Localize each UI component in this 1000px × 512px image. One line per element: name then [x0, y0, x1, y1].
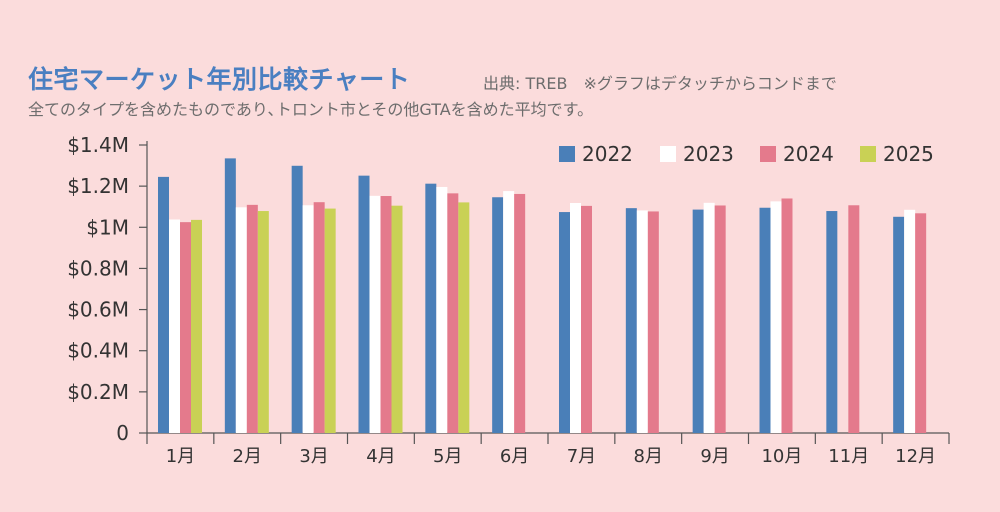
x-tick-label: 6月: [500, 446, 529, 467]
legend-label-2022: 2022: [582, 142, 633, 166]
bar-2022-5: [425, 183, 437, 433]
bar-2024-10: [781, 198, 793, 433]
y-tick-label: $0.8M: [67, 256, 129, 280]
bar-2024-8: [647, 211, 659, 433]
bar-2024-5: [447, 193, 459, 433]
y-tick-label: $0.2M: [67, 380, 129, 404]
y-tick-label: $1.2M: [67, 174, 129, 198]
bar-2024-2: [246, 204, 258, 433]
bar-2023-6: [503, 191, 515, 433]
chart-title: 住宅マーケット年別比較チャート: [28, 65, 411, 94]
bar-2023-3: [302, 205, 314, 433]
x-tick-label: 12月: [895, 446, 936, 467]
legend-label-2025: 2025: [883, 142, 934, 166]
x-tick-label: 4月: [366, 446, 395, 467]
bar-2023-5: [436, 186, 448, 433]
x-tick-label: 3月: [299, 446, 328, 467]
bar-2024-9: [714, 205, 726, 433]
bar-2024-6: [514, 193, 526, 433]
x-tick-label: 5月: [433, 446, 462, 467]
bar-2024-7: [581, 205, 592, 433]
bar-2022-10: [759, 207, 771, 433]
bar-2022-3: [291, 165, 303, 433]
bar-2023-2: [235, 207, 247, 433]
y-axis: 0 $0.2M $0.4M $0.6M $0.8M $1M $1.2M $1.4M: [67, 133, 148, 445]
bar-2025-4: [391, 205, 403, 433]
bar-2022-9: [692, 209, 704, 433]
bar-2024-4: [380, 196, 392, 433]
x-tick-label: 10月: [761, 446, 802, 467]
x-tick-label: 11月: [828, 446, 869, 467]
bar-2024-11: [848, 205, 860, 433]
bar-2024-12: [915, 213, 927, 433]
bar-2022-1: [158, 176, 169, 433]
legend-swatch-2023: [660, 146, 676, 162]
description-note: 全てのタイプを含めたものであり､トロント市とその他GTAを含めた平均です。: [28, 100, 594, 119]
legend-swatch-2022: [559, 146, 575, 162]
bar-2024-3: [313, 202, 325, 433]
x-tick-label: 1月: [166, 446, 195, 467]
y-tick-label: $0.6M: [67, 298, 129, 322]
bar-2023-9: [703, 202, 715, 433]
bar-2025-2: [257, 211, 269, 433]
bar-2023-4: [369, 195, 381, 433]
x-tick-label: 9月: [700, 446, 729, 467]
bar-2022-12: [893, 216, 905, 433]
y-tick-label: $1.4M: [67, 133, 129, 157]
bar-2022-11: [826, 211, 838, 433]
bar-2025-5: [458, 202, 470, 433]
bars: [158, 158, 927, 433]
y-tick-label: $1M: [86, 215, 129, 239]
y-tick-label: $0.4M: [67, 339, 129, 363]
source-note: 出典: TREB ※グラフはデタッチからコンドまで: [483, 74, 837, 93]
bar-2022-4: [358, 175, 370, 433]
legend-label-2023: 2023: [683, 142, 734, 166]
bar-2023-1: [169, 219, 180, 433]
y-tick-label: 0: [116, 421, 129, 445]
bar-2025-3: [324, 208, 336, 433]
bar-2022-6: [492, 197, 504, 433]
bar-2022-7: [559, 212, 570, 433]
bar-2023-7: [570, 203, 581, 433]
bar-2023-8: [636, 210, 648, 433]
legend-swatch-2024: [760, 146, 776, 162]
x-tick-label: 2月: [233, 446, 262, 467]
bar-2025-1: [191, 219, 202, 433]
bar-2024-1: [180, 222, 191, 433]
x-axis: 1月 2月 3月 4月 5月 6月 7月 8月 9月 10月 11月 12月: [146, 432, 950, 467]
x-tick-label: 8月: [634, 446, 663, 467]
bar-2022-2: [224, 158, 236, 433]
bar-2023-10: [770, 201, 782, 433]
x-tick-label: 7月: [567, 446, 596, 467]
bar-2023-12: [904, 209, 916, 433]
bar-2022-8: [625, 208, 637, 433]
legend-swatch-2025: [860, 146, 876, 162]
legend: 2022 2023 2024 2025: [559, 142, 934, 166]
legend-label-2024: 2024: [783, 142, 834, 166]
